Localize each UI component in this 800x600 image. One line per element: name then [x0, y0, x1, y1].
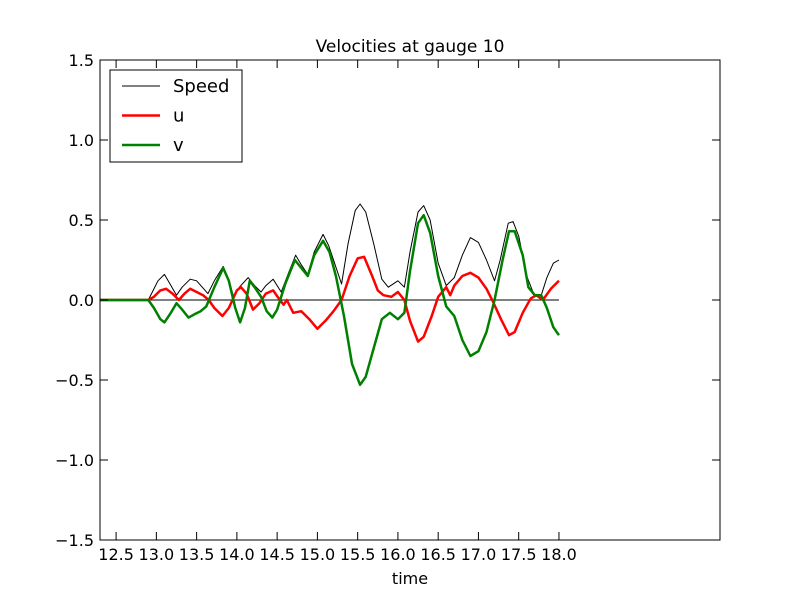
series-layer [100, 203, 560, 387]
legend-label-u: u [173, 106, 184, 127]
x-tick-label: 13.0 [139, 545, 175, 564]
x-tick-label: 16.5 [420, 545, 456, 564]
series-line-v [100, 213, 560, 387]
chart-title: Velocities at gauge 10 [316, 37, 505, 57]
y-tick-label: −0.5 [55, 371, 94, 390]
x-tick-label: 18.0 [541, 545, 577, 564]
legend-label-v: v [173, 135, 184, 156]
y-tick-label: 0.5 [69, 211, 94, 230]
legend: Speed uv [109, 69, 243, 163]
x-tick-label: 13.5 [179, 545, 215, 564]
y-axis-ticks: −1.5 −1.0 −0.5 0.0 0.5 1.0 1.5 [55, 51, 720, 550]
y-tick-label: 0.0 [69, 291, 94, 310]
y-tick-label: 1.5 [69, 51, 94, 70]
x-tick-label: 15.5 [340, 545, 376, 564]
y-tick-label: −1.0 [55, 451, 94, 470]
x-tick-label: 17.5 [501, 545, 537, 564]
x-tick-label: 14.5 [259, 545, 295, 564]
x-tick-label: 17.0 [461, 545, 497, 564]
x-axis-label: time [392, 569, 428, 588]
x-axis-ticks: 12.5 13.0 13.5 14.0 14.5 15.0 15.5 16.0 16.5 17.0… [98, 60, 577, 564]
y-tick-label: 1.0 [69, 131, 94, 150]
x-tick-label: 15.0 [300, 545, 336, 564]
x-tick-label: 12.5 [98, 545, 134, 564]
legend-label-speed: Speed [173, 76, 229, 97]
x-tick-label: 16.0 [380, 545, 416, 564]
x-tick-label: 14.0 [219, 545, 255, 564]
y-tick-label: −1.5 [55, 531, 94, 550]
series-line-speed [100, 203, 560, 301]
